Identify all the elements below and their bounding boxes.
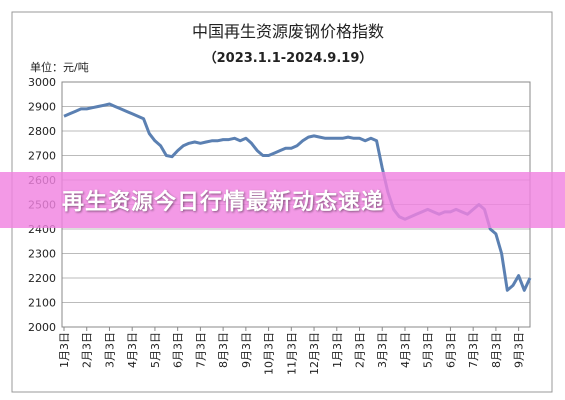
x-tick-label: 7月3日 [194,332,207,368]
x-tick-label: 9月3日 [240,332,253,368]
x-tick-label: 11月3日 [285,332,298,375]
x-tick-label: 9月3日 [513,332,526,368]
x-tick-label: 1月3日 [331,332,344,368]
x-tick-label: 2月3日 [354,332,367,368]
x-tick-label: 3月3日 [376,332,389,368]
y-tick-label: 2700 [28,150,56,163]
y-tick-label: 2200 [28,272,56,285]
y-tick-label: 2000 [28,321,56,334]
x-tick-label: 1月3日 [58,332,71,368]
y-tick-label: 2100 [28,297,56,310]
x-tick-label: 5月3日 [149,332,162,368]
y-tick-label: 2300 [28,248,56,261]
x-tick-label: 4月3日 [399,332,412,368]
x-tick-label: 10月3日 [263,332,276,375]
x-tick-label: 7月3日 [467,332,480,368]
x-tick-label: 3月3日 [103,332,116,368]
y-tick-label: 2900 [28,101,56,114]
x-tick-label: 8月3日 [217,332,230,368]
banner-text: 再生资源今日行情最新动态速递 [62,190,385,215]
x-tick-label: 2月3日 [81,332,94,368]
x-tick-label: 6月3日 [444,332,457,368]
x-tick-label: 6月3日 [172,332,185,368]
y-axis-label: 单位：元/吨 [30,60,89,74]
x-tick-label: 4月3日 [126,332,139,368]
x-tick-label: 8月3日 [490,332,503,368]
chart-title: 中国再生资源废钢价格指数 [192,22,384,41]
y-tick-label: 3000 [28,76,56,89]
banner: 再生资源今日行情最新动态速递 [0,172,565,228]
chart-subtitle: （2023.1.1-2024.9.19） [204,50,373,66]
x-tick-label: 5月3日 [422,332,435,368]
y-tick-label: 2800 [28,125,56,138]
x-tick-label: 12月3日 [308,332,321,375]
